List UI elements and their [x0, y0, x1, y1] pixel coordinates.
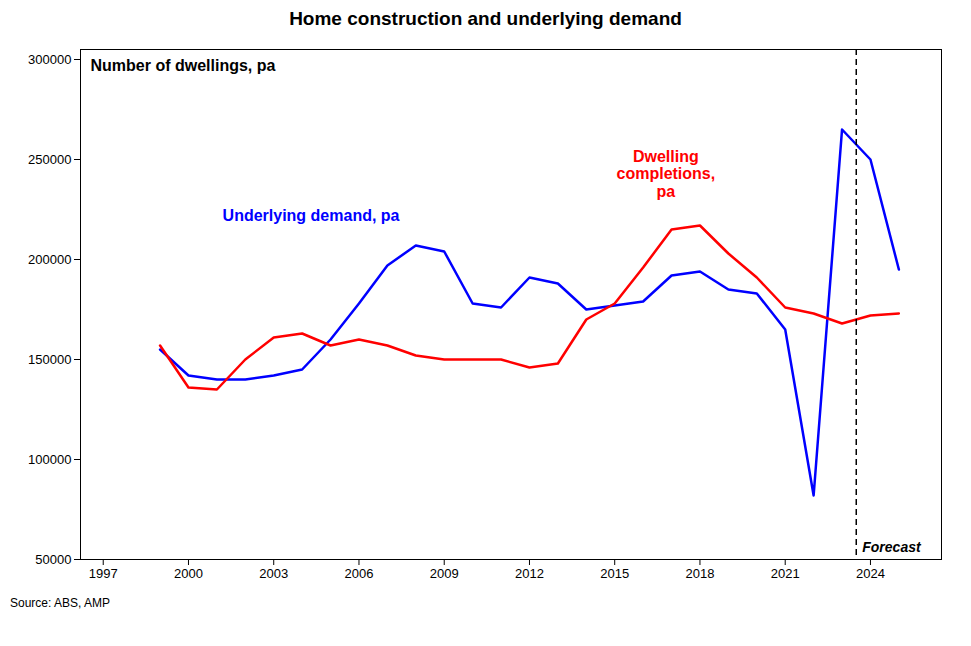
svg-text:2009: 2009 — [430, 566, 459, 581]
svg-text:200000: 200000 — [28, 252, 71, 267]
svg-text:2000: 2000 — [174, 566, 203, 581]
svg-text:150000: 150000 — [28, 352, 71, 367]
svg-text:Forecast: Forecast — [862, 539, 922, 555]
html-text:Home construction and underlyi: Home construction and underlying demand — [289, 8, 682, 29]
svg-text:1997: 1997 — [89, 566, 118, 581]
svg-text:100000: 100000 — [28, 452, 71, 467]
svg-text:2024: 2024 — [856, 566, 885, 581]
html-text:Source: ABS, AMP: Source: ABS, AMP — [10, 596, 111, 610]
svg-text:2006: 2006 — [345, 566, 374, 581]
svg-text:Number of dwellings, pa: Number of dwellings, pa — [91, 57, 276, 74]
svg-text:250000: 250000 — [28, 152, 71, 167]
svg-text:Dwellingcompletions,pa: Dwellingcompletions,pa — [617, 148, 716, 200]
svg-text:2003: 2003 — [259, 566, 288, 581]
svg-text:300000: 300000 — [28, 52, 71, 67]
svg-text:50000: 50000 — [35, 552, 71, 567]
svg-text:2018: 2018 — [686, 566, 715, 581]
svg-text:2021: 2021 — [771, 566, 800, 581]
svg-text:2012: 2012 — [515, 566, 544, 581]
svg-text:Underlying demand, pa: Underlying demand, pa — [223, 207, 400, 224]
svg-text:2015: 2015 — [600, 566, 629, 581]
